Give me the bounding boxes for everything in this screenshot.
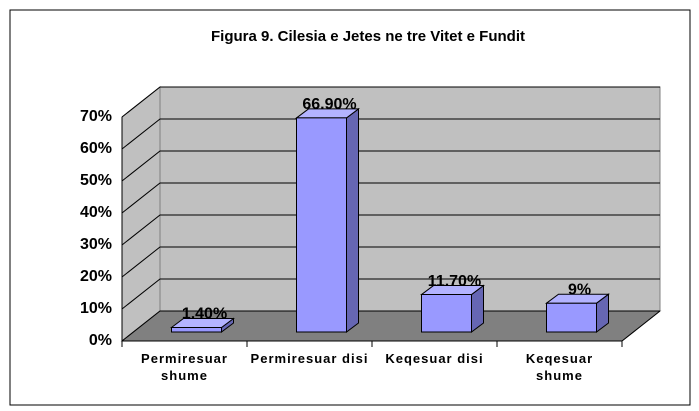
y-tick-label: 60% <box>80 140 112 157</box>
value-label: 66.90% <box>302 96 356 113</box>
grid-line <box>121 246 660 278</box>
y-tick-label: 50% <box>80 172 112 189</box>
bar-front <box>171 327 222 333</box>
bar <box>545 293 610 333</box>
x-axis-back <box>621 310 661 342</box>
y-tick-label: 20% <box>80 268 112 285</box>
y-tick-label: 40% <box>80 204 112 221</box>
bar-front <box>421 294 472 333</box>
chart-title: Figura 9. Cilesia e Jetes ne tre Vitet e… <box>211 28 525 45</box>
side-wall <box>121 85 161 343</box>
value-label: 1.40% <box>182 306 227 323</box>
bar <box>295 107 360 333</box>
y-tick-label: 30% <box>80 236 112 253</box>
x-tick-label: Permiresuar disi <box>250 351 369 366</box>
bar-side <box>346 107 359 333</box>
value-label: 9% <box>568 281 591 298</box>
grid-line <box>121 150 660 182</box>
y-tick-label: 0% <box>89 332 112 349</box>
back-wall <box>159 86 661 312</box>
x-tick-label: Keqesuar shume <box>525 351 594 383</box>
grid-line <box>121 310 660 342</box>
bar <box>420 284 485 333</box>
grid-line <box>121 118 660 150</box>
y-tick-label: 10% <box>80 300 112 317</box>
y-tick-label: 70% <box>80 108 112 125</box>
value-label: 11.70% <box>428 273 481 290</box>
grid-line <box>121 86 660 118</box>
bar <box>170 317 235 333</box>
x-tick-label: Keqesuar disi <box>385 351 484 366</box>
bar-front <box>296 117 347 333</box>
grid-line <box>121 182 660 214</box>
bar-front <box>546 302 597 333</box>
grid-line <box>121 278 660 310</box>
grid-line <box>121 214 660 246</box>
x-tick-label: Permiresuar shume <box>141 351 228 383</box>
